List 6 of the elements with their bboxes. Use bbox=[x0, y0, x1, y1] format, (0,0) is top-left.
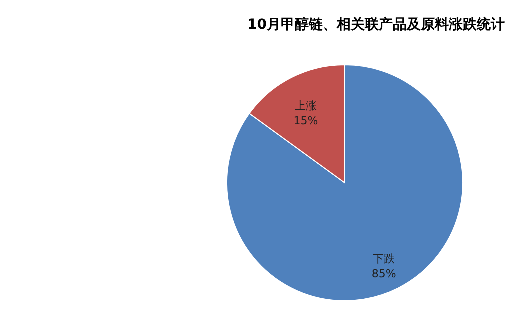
data-label: 15% bbox=[294, 114, 318, 128]
pie-slice bbox=[226, 64, 464, 302]
chart-title: 10月甲醇链、相关联产品及原料涨跌统计 bbox=[248, 16, 505, 33]
slice-label: 下跌 bbox=[373, 252, 396, 266]
data-label: 85% bbox=[372, 268, 396, 281]
slice-label: 上涨 bbox=[294, 99, 317, 112]
